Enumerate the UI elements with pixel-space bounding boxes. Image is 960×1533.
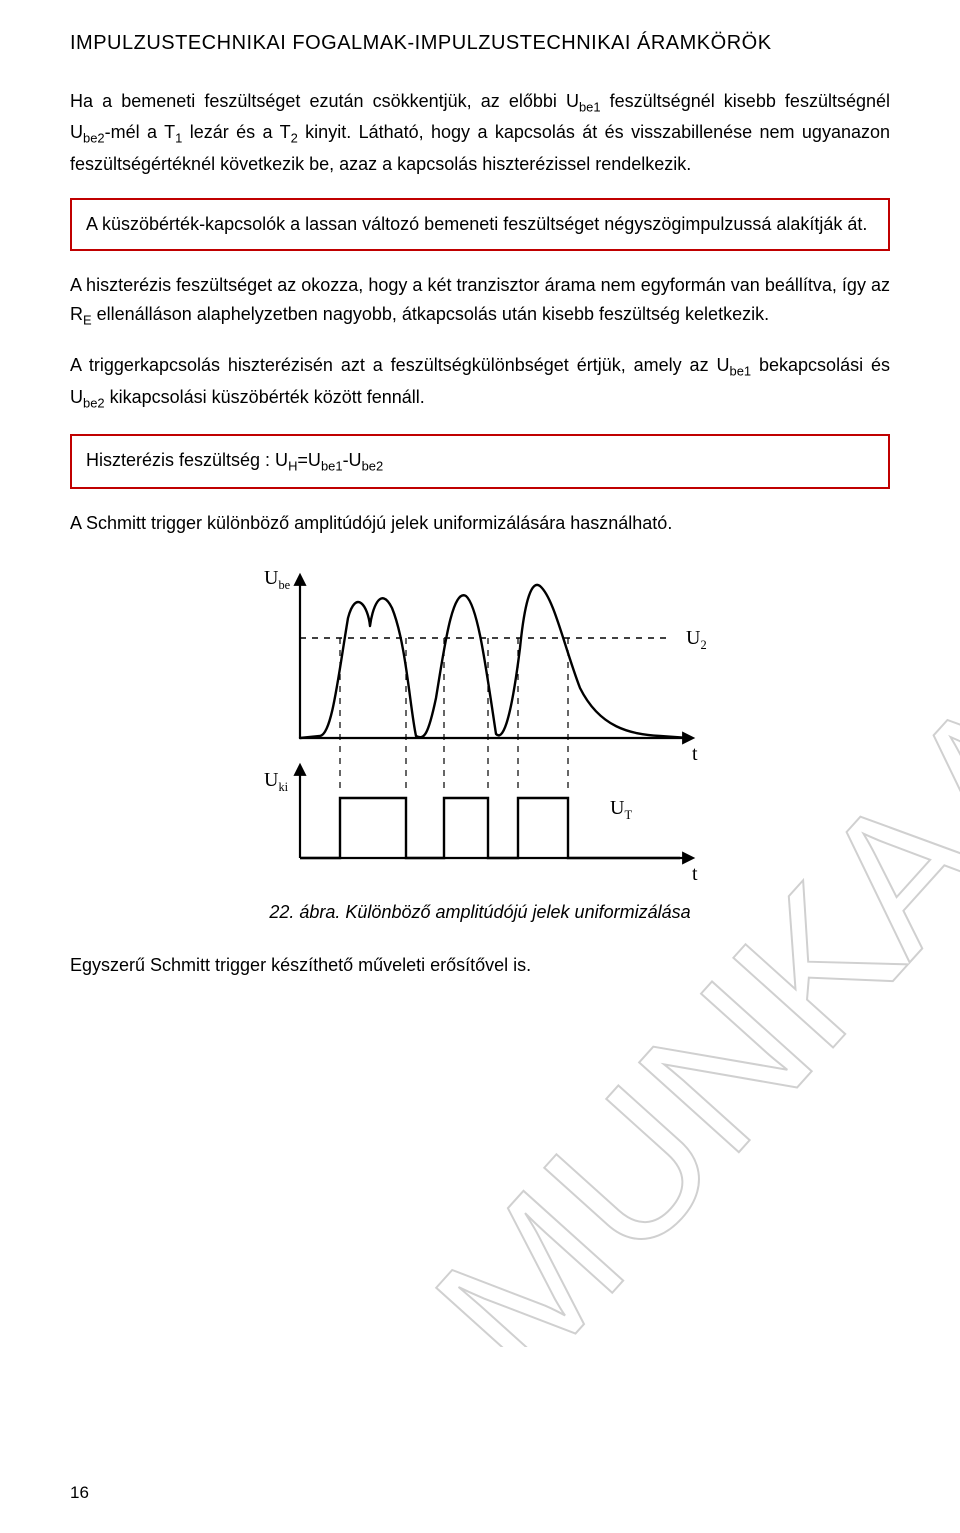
subscript: be1	[321, 459, 343, 474]
svg-text:U2: U2	[686, 627, 707, 652]
subscript: 2	[291, 131, 298, 146]
subscript: be2	[83, 131, 105, 146]
subscript: be2	[362, 459, 384, 474]
text: ellenálláson alaphelyzetben nagyobb, átk…	[92, 304, 769, 324]
paragraph-3: A triggerkapcsolás hiszterézisén azt a f…	[70, 351, 890, 414]
signal-diagram: Ube Uki t t U2 UT	[220, 558, 740, 888]
subscript: be1	[729, 364, 751, 379]
highlight-box-2: Hiszterézis feszültség : UH=Ube1-Ube2	[70, 434, 890, 489]
highlight-box-1: A küszöbérték-kapcsolók a lassan változó…	[70, 198, 890, 251]
svg-text:Uki: Uki	[264, 769, 289, 794]
svg-text:Ube: Ube	[264, 567, 291, 592]
paragraph-5: Egyszerű Schmitt trigger készíthető műve…	[70, 951, 890, 980]
text: Hiszterézis feszültség : U	[86, 450, 288, 470]
text: -mél a T	[105, 122, 175, 142]
text: -U	[343, 450, 362, 470]
figure-22: Ube Uki t t U2 UT 22. ábra. Különböző amplitú…	[70, 558, 890, 923]
figure-caption: 22. ábra. Különböző amplitúdójú jelek un…	[269, 902, 690, 923]
paragraph-4: A Schmitt trigger különböző amplitúdójú …	[70, 509, 890, 538]
svg-text:UT: UT	[610, 797, 632, 822]
paragraph-1: Ha a bemeneti feszültséget ezután csökke…	[70, 87, 890, 178]
paragraph-2: A hiszterézis feszültséget az okozza, ho…	[70, 271, 890, 331]
subscript: be1	[579, 100, 601, 115]
text: kikapcsolási küszöbérték között fennáll.	[105, 387, 425, 407]
text: =U	[297, 450, 321, 470]
text: A küszöbérték-kapcsolók a lassan változó…	[86, 214, 867, 234]
svg-text:t: t	[692, 863, 698, 885]
text: A triggerkapcsolás hiszterézisén azt a f…	[70, 355, 729, 375]
svg-text:t: t	[692, 743, 698, 765]
subscript: be2	[83, 395, 105, 410]
page-title: IMPULZUSTECHNIKAI FOGALMAK-IMPULZUSTECHN…	[70, 32, 890, 55]
subscript: E	[83, 313, 92, 328]
page-number: 16	[70, 1483, 89, 1503]
text: Ha a bemeneti feszültséget ezután csökke…	[70, 91, 579, 111]
text: lezár és a T	[182, 122, 290, 142]
